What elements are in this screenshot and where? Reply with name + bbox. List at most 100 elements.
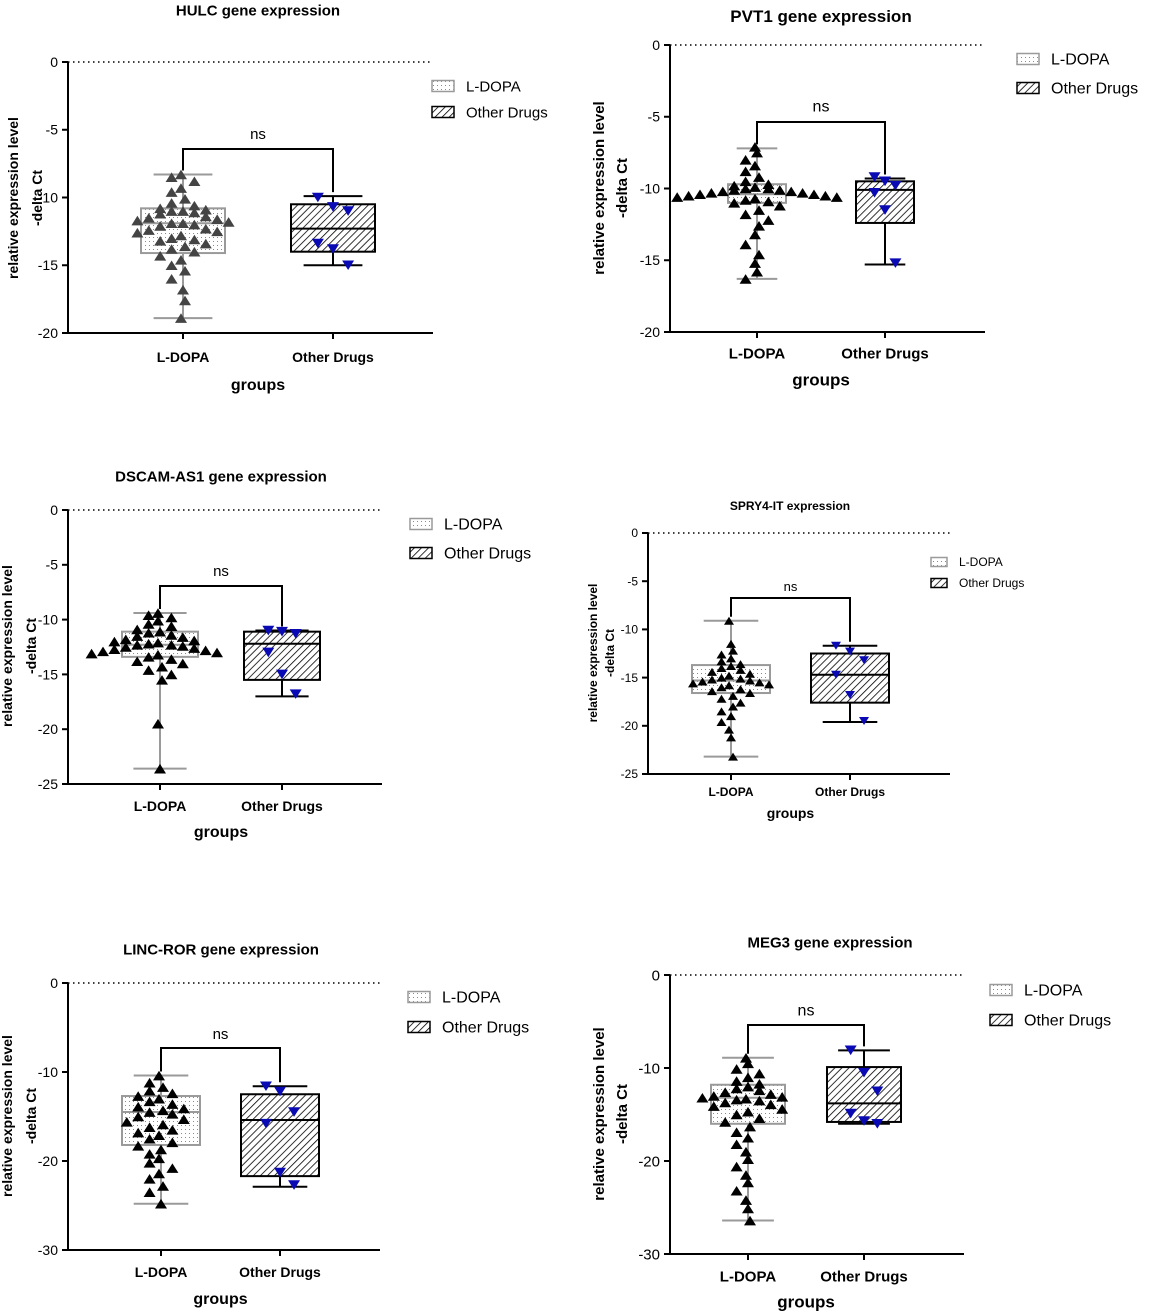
legend-swatch-ldopa <box>1016 52 1040 66</box>
box-other-drugs <box>290 192 376 271</box>
data-point-ldopa <box>152 637 164 648</box>
panel-2: PVT1 gene expression 0 -5 -10 -15 -20 L-DOPA Ot… <box>591 7 1138 389</box>
data-point-ldopa <box>188 200 201 211</box>
data-point-ldopa <box>719 1117 732 1127</box>
box-ldopa <box>85 608 223 774</box>
data-point-ldopa <box>152 718 164 729</box>
y-tick-label: -30 <box>38 1242 58 1258</box>
data-point-ldopa <box>773 185 786 195</box>
x-axis-label: groups <box>777 1292 835 1311</box>
data-point-ldopa <box>143 1122 156 1132</box>
data-point-ldopa <box>749 182 761 192</box>
legend-swatch-ldopa <box>409 517 433 531</box>
x-tick-label: Other Drugs <box>815 785 885 799</box>
data-point-other-drugs <box>311 192 324 203</box>
box-ldopa <box>120 1070 201 1209</box>
data-point-ldopa <box>707 675 717 684</box>
y-tick-label: -15 <box>640 252 660 268</box>
data-point-ldopa <box>211 226 224 237</box>
data-point-ldopa <box>132 1091 145 1101</box>
data-point-ldopa <box>143 1157 156 1168</box>
y-axis-label: -delta Ct <box>614 158 631 218</box>
data-point-ldopa <box>152 608 164 618</box>
data-point-ldopa <box>726 733 736 742</box>
data-point-ldopa <box>179 194 191 204</box>
data-point-ldopa <box>156 661 168 672</box>
legend-label-ldopa: L-DOPA <box>444 517 503 534</box>
data-point-other-drugs <box>288 1180 301 1190</box>
data-point-ldopa <box>177 206 189 216</box>
data-point-other-drugs <box>844 1108 857 1119</box>
data-point-other-drugs <box>868 188 881 198</box>
data-point-ldopa <box>177 1114 190 1124</box>
data-point-ldopa <box>199 238 212 249</box>
data-point-other-drugs <box>289 689 302 699</box>
data-point-ldopa <box>143 1096 156 1107</box>
legend-label-other-drugs: Other Drugs <box>444 546 531 563</box>
data-point-ldopa <box>131 215 144 226</box>
legend-label-ldopa: L-DOPA <box>1024 983 1083 1000</box>
data-point-ldopa <box>166 1109 179 1119</box>
data-point-ldopa <box>154 250 167 261</box>
y-tick-label: -20 <box>640 324 660 340</box>
data-point-ldopa <box>728 752 738 761</box>
data-point-other-drugs <box>259 1118 272 1129</box>
data-point-ldopa <box>745 689 755 698</box>
x-axis-label: groups <box>792 370 850 389</box>
y-tick-label: -15 <box>38 666 58 682</box>
data-point-ldopa <box>716 717 727 726</box>
data-point-ldopa <box>764 680 774 689</box>
data-point-ldopa <box>154 221 167 231</box>
data-point-ldopa <box>764 1099 777 1110</box>
data-point-ldopa <box>179 265 191 276</box>
data-point-ldopa <box>753 1068 766 1079</box>
data-point-ldopa <box>131 640 144 650</box>
data-point-ldopa <box>744 1121 756 1132</box>
data-point-ldopa <box>735 674 746 683</box>
data-point-other-drugs <box>262 625 275 636</box>
data-point-ldopa <box>749 142 761 152</box>
legend: L-DOPA Other Drugs <box>1016 52 1138 98</box>
data-point-ldopa <box>742 1106 754 1117</box>
data-point-ldopa <box>749 160 761 171</box>
y-axis-label: relative expression level <box>0 1035 15 1197</box>
y-tick-label: -5 <box>46 122 59 138</box>
data-point-ldopa <box>716 657 727 666</box>
y-tick-label: -10 <box>38 612 58 628</box>
panel-3: DSCAM-AS1 gene expression 0 -5 -10 -15 -20 -25… <box>0 468 531 841</box>
data-point-other-drugs <box>868 172 881 182</box>
data-point-other-drugs <box>844 1045 857 1056</box>
panel-6: MEG3 gene expression 0 -10 -20 -30 L-DOPA Othe… <box>591 934 1111 1311</box>
data-point-ldopa <box>740 1170 752 1180</box>
data-point-ldopa <box>739 239 752 250</box>
panel-4: SPRY4-IT expression 0 -5 -10 -15 -20 -25 L-DOPA… <box>586 499 1024 821</box>
data-point-ldopa <box>166 1099 179 1109</box>
data-point-ldopa <box>175 255 187 265</box>
panel-1: HULC gene expression 0 -5 -10 -15 -20 L-DOPA Ot… <box>5 2 548 394</box>
data-point-ldopa <box>726 639 736 648</box>
box-other-drugs <box>240 1081 320 1190</box>
data-point-other-drugs <box>274 1086 286 1097</box>
data-point-ldopa <box>142 610 155 621</box>
significance-bracket <box>159 585 283 627</box>
data-point-ldopa <box>165 206 178 216</box>
data-point-ldopa <box>742 1081 754 1092</box>
legend-swatch-other-drugs <box>930 577 948 589</box>
data-point-ldopa <box>728 702 738 711</box>
data-point-ldopa <box>156 675 168 685</box>
data-point-ldopa <box>131 631 144 641</box>
data-point-ldopa <box>199 223 212 234</box>
data-point-ldopa <box>153 1070 165 1081</box>
data-point-ldopa <box>211 214 224 224</box>
data-point-ldopa <box>724 681 734 690</box>
data-point-other-drugs <box>871 1086 884 1097</box>
legend-swatch-ldopa <box>989 983 1013 997</box>
legend-swatch-other-drugs <box>1016 81 1040 95</box>
data-point-other-drugs <box>845 690 855 699</box>
data-point-ldopa <box>143 1077 156 1088</box>
legend-label-other-drugs: Other Drugs <box>1051 81 1138 98</box>
significance-bracket <box>730 597 851 642</box>
legend: L-DOPA Other Drugs <box>407 990 529 1037</box>
data-point-ldopa <box>152 649 164 660</box>
box-other-drugs <box>810 641 890 725</box>
